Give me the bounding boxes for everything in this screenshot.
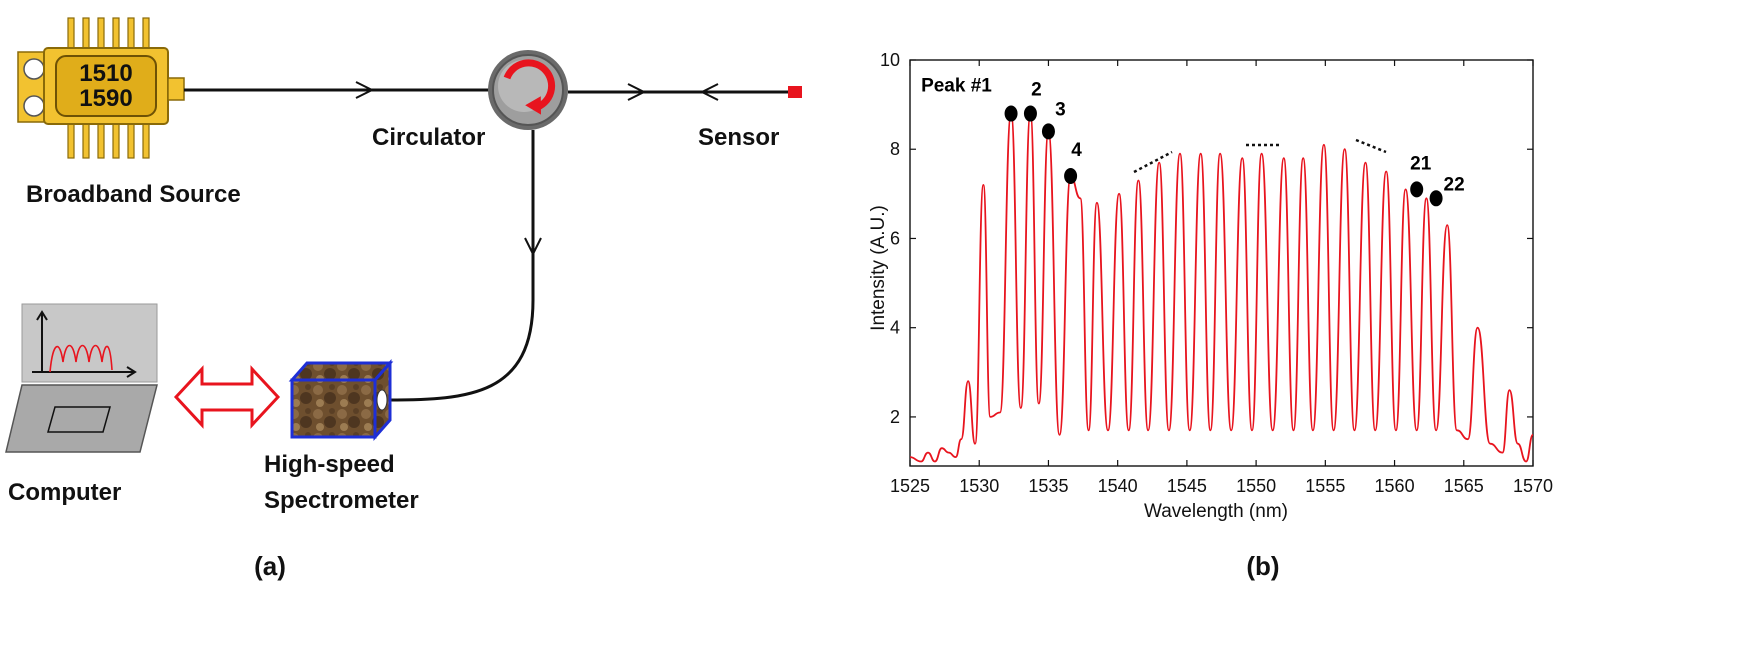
sensor-label: Sensor (698, 124, 779, 151)
peak-marker (1023, 105, 1037, 122)
plot-frame (909, 59, 1534, 467)
peak-label: 3 (1055, 99, 1066, 120)
x-tick-label: 1525 (890, 476, 930, 496)
forward-arrow-icon (355, 81, 375, 99)
double-arrow-icon (173, 365, 281, 429)
source-chip-line1: 1510 (79, 60, 132, 87)
y-tick-label: 8 (890, 139, 900, 159)
forward-arrow-icon (627, 83, 647, 101)
setup-diagram: 1510 1590 Broadband Source Circulator Se… (5, 17, 802, 581)
sensor-icon (788, 86, 802, 98)
reflection-arrow-icon (699, 83, 719, 101)
x-tick-label: 1570 (1513, 476, 1553, 496)
peak-marker (1064, 168, 1078, 184)
source-chip-line2: 1590 (79, 85, 132, 112)
spectrometer-icon (288, 359, 394, 441)
broadband-source-label: Broadband Source (26, 181, 241, 208)
spectrum-chart: 1525 1530 1535 1540 1545 1550 1555 1560 1565 1570… (868, 50, 1553, 581)
circulator-label: Circulator (372, 124, 485, 151)
fiber-circulator-to-spectrometer (387, 130, 535, 402)
y-tick-label: 6 (890, 228, 900, 248)
ellipsis-dots-3 (1355, 138, 1387, 154)
circulator-icon (488, 50, 568, 130)
panel-b-label: (b) (1246, 551, 1279, 581)
peak-label: 4 (1071, 140, 1082, 161)
ellipsis-dots-1 (1133, 150, 1173, 174)
x-tick-label: 1530 (959, 476, 999, 496)
peak-annotations: Peak #1 234 21 22 (921, 76, 1465, 207)
peak-marker (1041, 123, 1055, 140)
x-tick-label: 1560 (1375, 476, 1415, 496)
peak-label: 21 (1410, 153, 1432, 174)
peak-label: 2 (1031, 80, 1042, 101)
x-axis-label: Wavelength (nm) (1144, 501, 1288, 522)
x-tick-label: 1540 (1098, 476, 1138, 496)
computer-label: Computer (8, 479, 121, 506)
peak-marker (1004, 105, 1018, 122)
computer-icon (5, 303, 158, 453)
y-tick-label: 4 (890, 318, 900, 338)
y-axis-label: Intensity (A.U.) (868, 205, 889, 331)
peak-label: 22 (1444, 174, 1465, 195)
panel-a-label: (a) (254, 551, 286, 581)
y-tick-label: 10 (880, 50, 900, 70)
spectrometer-label-line1: High-speed (264, 451, 395, 478)
x-tick-label: 1550 (1236, 476, 1276, 496)
x-tick-label: 1535 (1028, 476, 1068, 496)
spectrometer-label-line2: Spectrometer (264, 487, 419, 514)
peak-marker (1410, 181, 1424, 198)
x-tick-label: 1555 (1305, 476, 1345, 496)
x-tick-label: 1565 (1444, 476, 1484, 496)
ellipsis-marks (1133, 138, 1387, 174)
axis-ticks: 1525 1530 1535 1540 1545 1550 1555 1560 1565 1570… (880, 50, 1553, 496)
broadband-source-icon: 1510 1590 (17, 17, 185, 159)
spectrum-series-line (909, 112, 1534, 463)
y-tick-label: 2 (890, 407, 900, 427)
peak-marker (1429, 190, 1443, 207)
peak-label: Peak #1 (921, 76, 992, 97)
down-arrow-icon (524, 237, 542, 257)
x-tick-label: 1545 (1167, 476, 1207, 496)
